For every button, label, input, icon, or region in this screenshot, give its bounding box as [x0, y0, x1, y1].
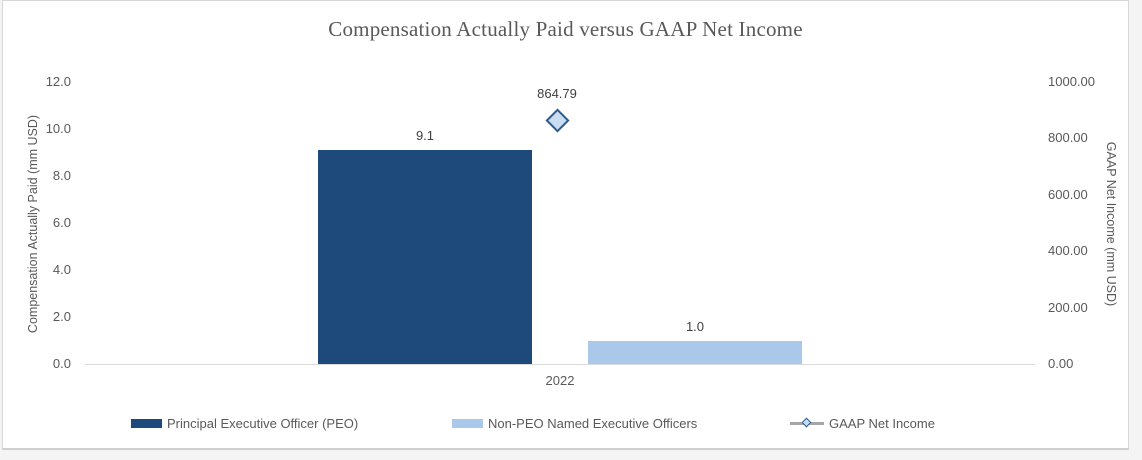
left-axis-ticks: 12.0 10.0 8.0 6.0 4.0 2.0 0.0 — [3, 1, 71, 451]
right-axis-tick-label: 600.00 — [1048, 186, 1088, 202]
left-axis-tick-label: 4.0 — [52, 262, 71, 277]
legend-item-non-peo: Non-PEO Named Executive Officers — [452, 414, 697, 432]
right-axis-tick-label: 400.00 — [1048, 243, 1088, 259]
peo-bar-swatch-icon — [131, 418, 162, 428]
right-axis-tick-label: 800.00 — [1048, 130, 1088, 146]
net-income-value-label: 864.79 — [537, 86, 577, 102]
net-income-diamond-marker — [544, 108, 570, 133]
legend-label-net-income: GAAP Net Income — [829, 415, 935, 431]
non-peo-bar-swatch-icon — [452, 418, 483, 428]
net-income-line-swatch-icon — [790, 417, 824, 427]
right-axis-tick-label: 0.00 — [1048, 356, 1074, 371]
chart-panel: Compensation Actually Paid versus GAAP N… — [2, 0, 1129, 450]
bar-non-peo — [588, 340, 802, 364]
left-axis-tick-label: 2.0 — [52, 309, 71, 324]
plot-area: 9.1 1.0 864.79 2022 — [85, 82, 1035, 388]
left-axis-tick-label: 12.0 — [45, 74, 71, 89]
right-axis-tick-label: 200.00 — [1048, 299, 1088, 315]
left-axis-tick-label: 10.0 — [45, 121, 71, 136]
legend-item-peo: Principal Executive Officer (PEO) — [131, 414, 358, 432]
legend-label-peo: Principal Executive Officer (PEO) — [167, 415, 359, 431]
x-axis-tick-2022: 2022 — [545, 373, 575, 388]
bar-peo — [318, 150, 532, 364]
right-axis-tick-label: 1000.00 — [1048, 74, 1095, 89]
left-axis-tick-label: 0.0 — [52, 356, 71, 371]
bar-peo-value-label: 9.1 — [415, 128, 435, 144]
legend-item-net-income: GAAP Net Income — [790, 414, 935, 432]
diamond-icon — [801, 417, 812, 427]
left-axis-tick-label: 8.0 — [52, 168, 71, 183]
legend: Principal Executive Officer (PEO) Non-PE… — [3, 414, 1128, 434]
left-axis-tick-label: 6.0 — [52, 215, 71, 230]
right-axis-ticks: 1000.00 800.00 600.00 400.00 200.00 0.00 — [1048, 1, 1128, 451]
legend-label-non-peo: Non-PEO Named Executive Officers — [488, 415, 698, 431]
diamond-icon — [544, 108, 570, 133]
x-axis-line — [85, 364, 1035, 365]
bar-non-peo-value-label: 1.0 — [685, 318, 705, 334]
chart-title: Compensation Actually Paid versus GAAP N… — [328, 17, 803, 41]
